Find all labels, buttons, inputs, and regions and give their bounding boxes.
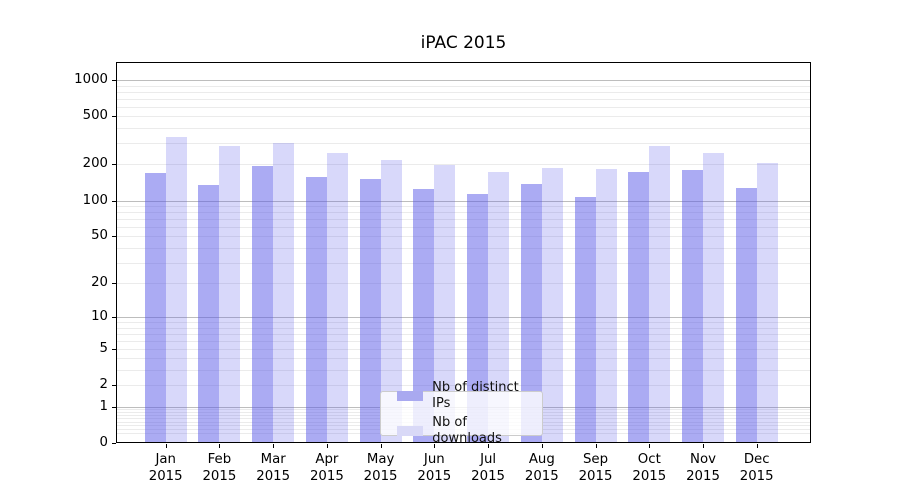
x-tick: [326, 444, 328, 448]
x-tick-label: Nov 2015: [686, 452, 720, 484]
y-tick-label: 10: [91, 309, 108, 324]
x-tick-label: Dec 2015: [739, 452, 774, 484]
x-tick: [380, 444, 382, 448]
y-tick-label: 5: [99, 340, 108, 356]
y-tick-label: 1000: [74, 71, 108, 87]
y-tick-label: 200: [82, 156, 108, 172]
legend-item-downloads: Nb of downloads: [397, 415, 534, 447]
legend-swatch-downloads: [397, 426, 424, 436]
chart-title: iPAC 2015: [420, 33, 507, 53]
x-tick: [219, 444, 221, 448]
x-tick-label: Jul 2015: [471, 452, 506, 484]
x-tick: [165, 444, 167, 448]
x-tick-label: Apr 2015: [309, 452, 344, 484]
y-tick-label: 2: [99, 377, 108, 393]
y-tick-label: 20: [91, 275, 108, 290]
x-tick: [273, 444, 275, 448]
x-tick-label: Sep 2015: [578, 452, 613, 484]
x-tick: [649, 444, 651, 448]
y-tick: [112, 443, 116, 444]
legend-swatch-distinct-ips: [397, 391, 424, 401]
x-tick: [541, 444, 543, 448]
y-tick-label: 50: [91, 228, 108, 244]
legend-label-distinct-ips: Nb of distinct IPs: [432, 380, 519, 411]
x-tick-label: Aug 2015: [524, 452, 559, 484]
x-tick-label: May 2015: [363, 452, 398, 484]
y-tick-label: 0: [99, 435, 108, 450]
y-tick-label: 500: [82, 108, 108, 124]
x-tick-label: Feb 2015: [202, 452, 237, 484]
legend-item-distinct-ips: Nb of distinct IPs: [397, 380, 534, 412]
y-tick-label: 1: [99, 398, 108, 414]
y-tick-label: 100: [82, 192, 108, 208]
legend: Nb of distinct IPs Nb of downloads: [380, 380, 543, 446]
x-tick: [595, 444, 597, 448]
x-tick: [703, 444, 704, 448]
x-tick-label: Oct 2015: [632, 452, 667, 484]
x-tick: [756, 444, 758, 448]
x-tick-label: Jun 2015: [417, 452, 452, 484]
legend-label-downloads: Nb of downloads: [432, 415, 502, 446]
x-tick-label: Mar 2015: [256, 452, 291, 484]
x-tick-label: Jan 2015: [148, 452, 183, 484]
plot-area: [116, 62, 811, 443]
